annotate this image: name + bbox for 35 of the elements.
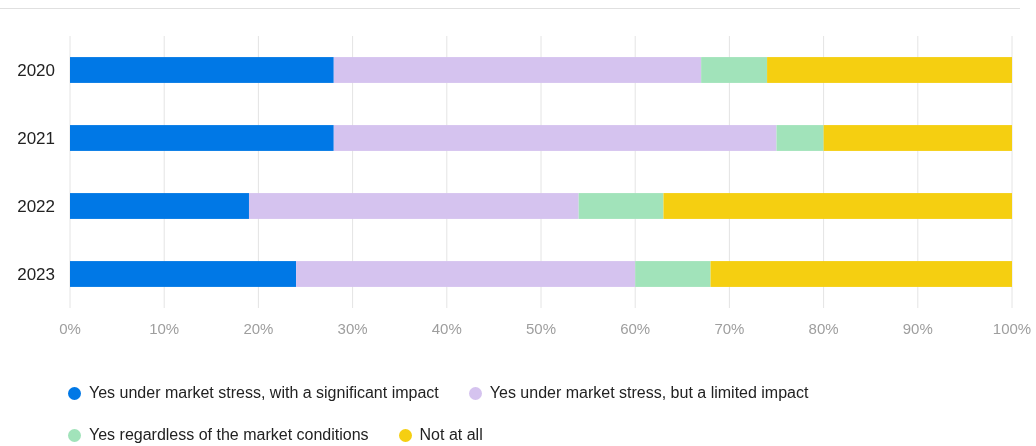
x-tick-label: 100% — [992, 320, 1032, 337]
x-tick-label: 0% — [59, 320, 81, 337]
bar — [701, 57, 768, 83]
legend-label: Yes under market stress, but a limited impact — [489, 383, 809, 403]
y-tick-label: 2020 — [17, 60, 55, 80]
bar — [70, 57, 334, 83]
bar — [70, 125, 334, 151]
x-tick-label: 60% — [620, 320, 651, 337]
bar — [663, 193, 1012, 219]
bar — [767, 57, 1012, 83]
bar — [776, 125, 824, 151]
bar — [70, 193, 249, 219]
y-tick-label: 2021 — [17, 128, 55, 148]
y-tick-label: 2023 — [17, 264, 55, 284]
legend-label: Yes regardless of the market conditions — [89, 425, 369, 445]
x-tick-label: 90% — [902, 320, 933, 337]
bar — [578, 193, 664, 219]
y-tick-label: 2022 — [17, 196, 55, 216]
bar — [70, 261, 297, 287]
x-tick-label: 50% — [525, 320, 557, 337]
bar — [296, 261, 636, 287]
bar — [823, 125, 1012, 151]
x-tick-label: 80% — [808, 320, 839, 337]
x-tick-label: 70% — [714, 320, 745, 337]
x-tick-label: 20% — [243, 320, 274, 337]
bar — [635, 261, 711, 287]
x-tick-label: 10% — [149, 320, 180, 337]
bar — [248, 193, 579, 219]
bar — [710, 261, 1012, 287]
x-tick-label: 40% — [431, 320, 462, 337]
legend-label: Yes under market stress, with a significant impact — [89, 383, 439, 403]
bar — [333, 125, 777, 151]
bar — [333, 57, 702, 83]
x-tick-label: 30% — [337, 320, 368, 337]
legend-label: Not at all — [419, 425, 483, 445]
